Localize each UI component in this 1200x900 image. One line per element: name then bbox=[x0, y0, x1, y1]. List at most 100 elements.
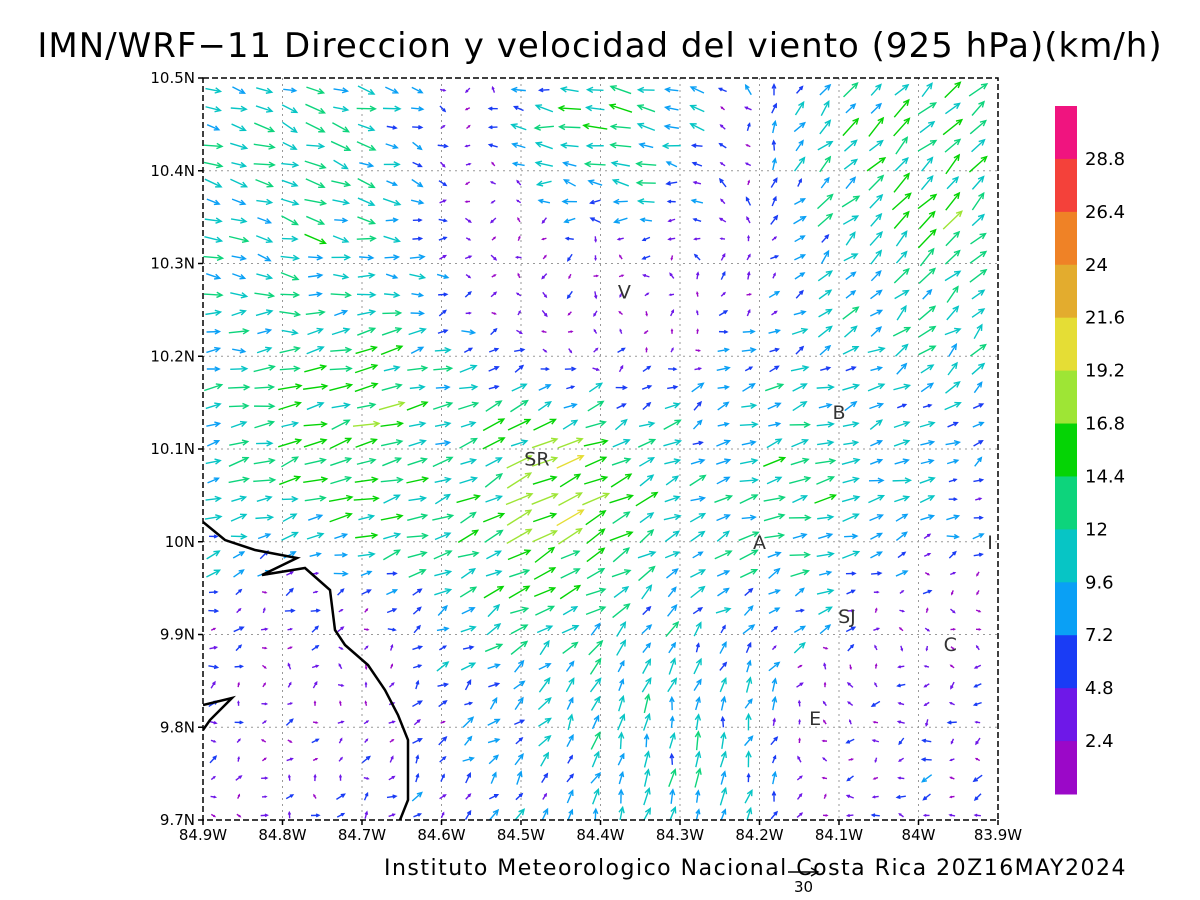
wind-arrow bbox=[610, 473, 633, 488]
wind-arrow bbox=[386, 608, 398, 614]
wind-arrow bbox=[460, 511, 477, 524]
wind-arrow bbox=[516, 770, 523, 785]
wind-arrow bbox=[820, 249, 830, 264]
wind-arrow bbox=[770, 625, 779, 633]
wind-arrow bbox=[945, 153, 961, 175]
wind-arrow bbox=[971, 175, 985, 190]
wind-arrow bbox=[819, 119, 832, 135]
wind-arrow bbox=[771, 83, 777, 96]
wind-arrow bbox=[567, 808, 574, 820]
wind-arrow bbox=[842, 476, 860, 484]
wind-arrow bbox=[308, 254, 324, 261]
wind-arrow bbox=[436, 661, 450, 672]
wind-arrow bbox=[739, 477, 759, 484]
wind-arrow bbox=[510, 640, 529, 655]
wind-arrow bbox=[771, 695, 778, 711]
wind-arrow bbox=[949, 758, 955, 762]
wind-arrow bbox=[439, 254, 448, 260]
colorbar-label: 24 bbox=[1085, 255, 1108, 276]
wind-arrow bbox=[690, 530, 706, 542]
wind-arrow bbox=[694, 750, 702, 768]
wind-arrow bbox=[209, 534, 219, 539]
wind-arrow bbox=[413, 718, 421, 726]
wind-arrow bbox=[870, 366, 884, 372]
wind-arrow bbox=[332, 235, 350, 243]
wind-arrow bbox=[408, 495, 428, 502]
wind-arrow bbox=[667, 677, 678, 693]
wind-arrow bbox=[356, 141, 377, 151]
wind-arrow bbox=[491, 161, 496, 167]
wind-arrow bbox=[789, 551, 812, 559]
wind-arrow bbox=[434, 421, 452, 428]
wind-arrow bbox=[261, 757, 267, 762]
wind-arrow bbox=[719, 676, 727, 693]
wind-arrow bbox=[669, 695, 675, 711]
wind-arrow bbox=[230, 292, 249, 299]
wind-arrow bbox=[558, 492, 583, 506]
wind-arrow bbox=[641, 584, 653, 600]
wind-arrow bbox=[538, 734, 552, 747]
wind-arrow bbox=[460, 662, 477, 671]
wind-arrow bbox=[695, 349, 702, 352]
y-tick-label: 10.1N bbox=[150, 440, 195, 458]
wind-arrow bbox=[797, 699, 801, 707]
wind-arrow bbox=[333, 87, 350, 94]
wind-arrow bbox=[619, 328, 623, 334]
wind-arrow bbox=[312, 680, 318, 689]
colorbar-swatch bbox=[1055, 741, 1077, 795]
wind-arrow bbox=[338, 646, 344, 650]
wind-arrow bbox=[816, 588, 835, 595]
wind-arrow bbox=[535, 605, 556, 616]
wind-arrow bbox=[560, 568, 581, 579]
wind-arrow bbox=[815, 458, 837, 465]
wind-arrow bbox=[823, 662, 827, 670]
wind-arrow bbox=[948, 497, 958, 502]
wind-arrow bbox=[819, 570, 833, 576]
wind-arrow bbox=[333, 159, 349, 170]
wind-arrow bbox=[459, 476, 479, 484]
wind-arrow bbox=[439, 88, 447, 92]
wind-arrow bbox=[280, 254, 300, 262]
wind-arrow bbox=[356, 457, 377, 465]
wind-arrow bbox=[593, 274, 600, 278]
wind-arrow bbox=[389, 755, 394, 763]
wind-arrow bbox=[741, 402, 758, 410]
wind-arrow bbox=[613, 217, 628, 224]
wind-arrow bbox=[694, 367, 703, 371]
wind-arrow bbox=[720, 270, 726, 280]
wind-arrow bbox=[330, 140, 352, 151]
wind-arrow bbox=[585, 587, 607, 596]
wind-arrow bbox=[440, 720, 446, 724]
wind-arrow bbox=[973, 664, 982, 669]
wind-arrow bbox=[231, 254, 247, 261]
wind-arrow bbox=[254, 384, 276, 391]
wind-arrow bbox=[255, 178, 274, 188]
wind-arrow bbox=[236, 738, 241, 743]
wind-arrow bbox=[868, 174, 885, 191]
wind-arrow bbox=[388, 775, 396, 781]
wind-arrow bbox=[873, 627, 881, 631]
credit-text: Instituto Meteorologico Nacional Costa R… bbox=[384, 856, 1127, 881]
wind-arrow bbox=[944, 81, 962, 99]
wind-arrow bbox=[486, 550, 503, 560]
wind-arrow bbox=[541, 310, 548, 318]
wind-arrow bbox=[870, 532, 884, 540]
wind-arrow bbox=[410, 346, 425, 355]
wind-arrow bbox=[260, 627, 269, 631]
wind-arrow bbox=[695, 642, 700, 653]
wind-arrow bbox=[356, 235, 377, 242]
wind-arrow bbox=[895, 513, 909, 522]
wind-arrow bbox=[690, 198, 704, 204]
wind-arrow bbox=[870, 212, 883, 227]
wind-arrow bbox=[870, 700, 881, 707]
wind-arrow bbox=[871, 739, 880, 743]
wind-arrow bbox=[385, 143, 399, 150]
wind-arrow bbox=[948, 702, 955, 706]
wind-arrow bbox=[281, 329, 299, 336]
wind-arrow bbox=[897, 665, 905, 669]
wind-arrow bbox=[331, 254, 352, 261]
wind-arrow bbox=[920, 757, 932, 762]
wind-arrow bbox=[617, 659, 625, 673]
wind-arrow bbox=[695, 808, 701, 820]
wind-arrow bbox=[329, 512, 353, 523]
